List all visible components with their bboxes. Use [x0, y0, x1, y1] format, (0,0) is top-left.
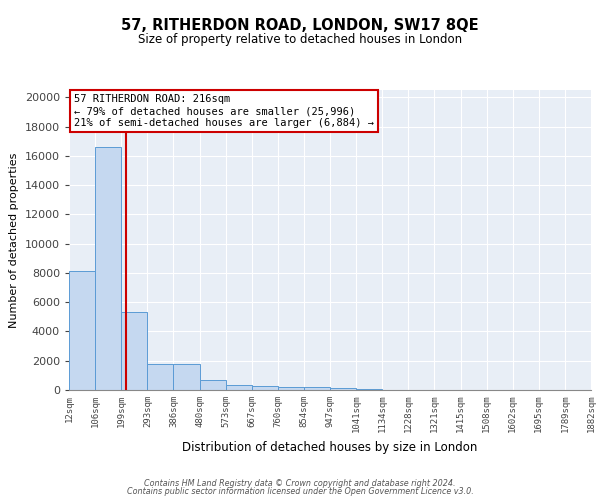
- Bar: [278, 387, 304, 390]
- Text: 57, RITHERDON ROAD, LONDON, SW17 8QE: 57, RITHERDON ROAD, LONDON, SW17 8QE: [121, 18, 479, 32]
- Bar: [252, 386, 278, 390]
- Bar: [304, 387, 330, 390]
- X-axis label: Distribution of detached houses by size in London: Distribution of detached houses by size …: [182, 441, 478, 454]
- Text: 57 RITHERDON ROAD: 216sqm
← 79% of detached houses are smaller (25,996)
21% of s: 57 RITHERDON ROAD: 216sqm ← 79% of detac…: [74, 94, 374, 128]
- Bar: [226, 386, 252, 390]
- Text: Size of property relative to detached houses in London: Size of property relative to detached ho…: [138, 32, 462, 46]
- Y-axis label: Number of detached properties: Number of detached properties: [9, 152, 19, 328]
- Bar: [173, 364, 200, 390]
- Bar: [121, 312, 148, 390]
- Bar: [330, 388, 356, 390]
- Text: Contains HM Land Registry data © Crown copyright and database right 2024.: Contains HM Land Registry data © Crown c…: [144, 478, 456, 488]
- Bar: [200, 380, 226, 390]
- Text: Contains public sector information licensed under the Open Government Licence v3: Contains public sector information licen…: [127, 487, 473, 496]
- Bar: [95, 147, 121, 390]
- Bar: [69, 272, 95, 390]
- Bar: [148, 364, 173, 390]
